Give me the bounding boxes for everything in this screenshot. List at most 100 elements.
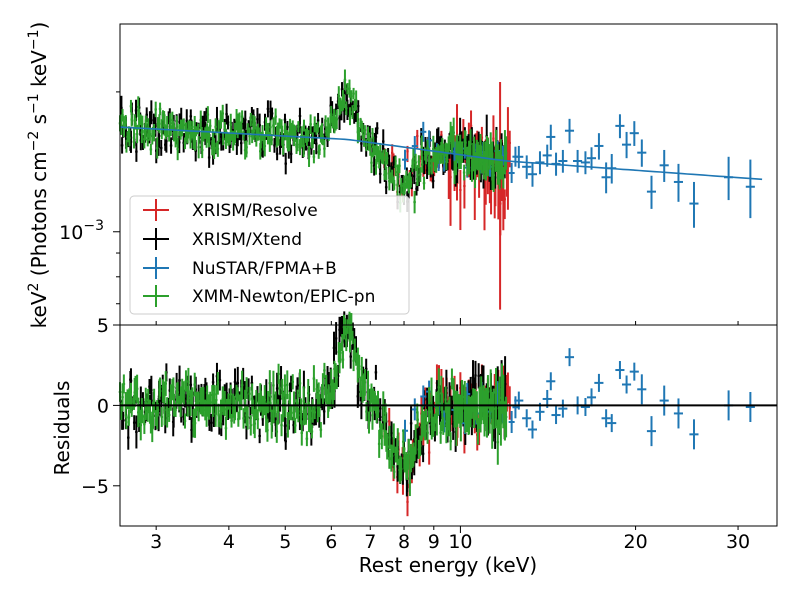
resolve-residual [506,372,510,404]
xmm-residual [343,317,347,336]
legend-label-xmm: XMM-Newton/EPIC-pn [192,287,375,307]
residuals-data [118,311,777,517]
xtend-residual [258,428,261,444]
xmm-residual [233,404,237,421]
xtend-point [225,103,228,125]
x-tick-label: 10 [448,531,472,553]
xmm-point [348,107,352,126]
xmm-residual [286,370,289,400]
xmm-point [296,138,299,152]
xmm-point [182,118,186,132]
xmm-residual [312,365,316,392]
xtend-point [226,115,230,130]
xmm-residual [396,428,400,447]
residual-y-tick-label: 5 [97,315,109,337]
xmm-residual [299,398,303,425]
nustar-point [527,162,537,187]
xmm-residual [208,391,212,413]
xmm-point [205,123,209,143]
xmm-point [422,176,426,190]
xtend-point [425,161,429,179]
xtend-point [240,131,243,155]
xmm-point [132,126,136,149]
xmm-residual [424,408,428,425]
xtend-point [375,122,379,135]
xmm-point [206,106,210,123]
xmm-residual [430,377,433,414]
xmm-residual [441,393,444,432]
xmm-residual [193,408,197,438]
legend: XRISM/Resolve XRISM/Xtend NuSTAR/FPMA+B … [129,195,410,315]
xmm-point [196,123,200,135]
xmm-point [221,133,225,146]
xmm-residual [340,334,344,352]
xmm-residual [392,423,396,453]
xmm-point [492,158,495,192]
xmm-point [343,69,347,91]
xmm-point [141,115,144,133]
xmm-residual [253,409,257,439]
xtend-point [220,132,223,151]
xmm-residual [384,403,387,423]
resolve-residual [508,386,511,420]
xmm-point [197,136,200,159]
nustar-point [542,144,552,167]
xtend-point [431,173,435,189]
xmm-residual [377,429,381,458]
nustar-residual [564,348,575,367]
xtend-residual [338,316,341,343]
xmm-residual [194,392,198,416]
x-tick-label: 4 [223,531,235,553]
xmm-point [121,108,124,122]
xmm-residual [191,387,194,405]
xmm-residual [223,391,226,417]
xtend-point [382,129,385,154]
xmm-point [165,116,169,137]
xmm-residual [449,432,452,451]
xtend-residual [132,415,136,431]
nustar-point [629,121,639,146]
nustar-point [615,114,625,139]
xtend-residual [218,369,222,391]
xmm-residual [416,411,419,428]
xmm-residual [367,411,371,434]
y-tick-label: 10−3 [59,218,104,244]
xmm-residual [286,412,290,438]
xtend-residual [135,415,138,449]
xmm-residual [399,457,403,481]
xmm-point [158,114,161,134]
xmm-residual [504,396,508,438]
nustar-point [689,181,699,228]
spectrum-panel: 10−3 XRISM/Resolve XRISM/Xtend NuSTAR/FP… [26,22,778,328]
xmm-residual [380,423,384,450]
xmm-point [350,90,353,103]
xmm-residual [212,384,216,404]
xmm-point [125,139,128,153]
nustar-point [573,149,583,173]
xtend-point [289,144,293,164]
xmm-residual [442,417,445,435]
xmm-residual [125,415,128,430]
xmm-point [257,127,261,140]
xmm-point [323,139,326,158]
xmm-residual [341,350,345,369]
nustar-point [508,162,515,183]
xtend-residual [121,411,125,430]
xmm-point [313,116,316,133]
xmm-point [394,156,397,177]
xmm-point [363,125,367,136]
xmm-point [306,130,310,142]
xmm-residual [309,404,312,433]
xmm-residual [419,435,422,457]
xmm-residual [339,342,342,363]
xmm-residual [281,391,285,422]
residual-y-tick-label: 0 [97,395,109,417]
nustar-point [420,121,427,142]
xtend-residual [332,331,336,365]
xmm-residual [290,405,293,421]
nustar-residual [546,372,556,391]
xtend-point [150,100,153,125]
xmm-point [448,135,451,152]
resolve-residual [427,439,431,465]
xmm-point [129,99,133,113]
